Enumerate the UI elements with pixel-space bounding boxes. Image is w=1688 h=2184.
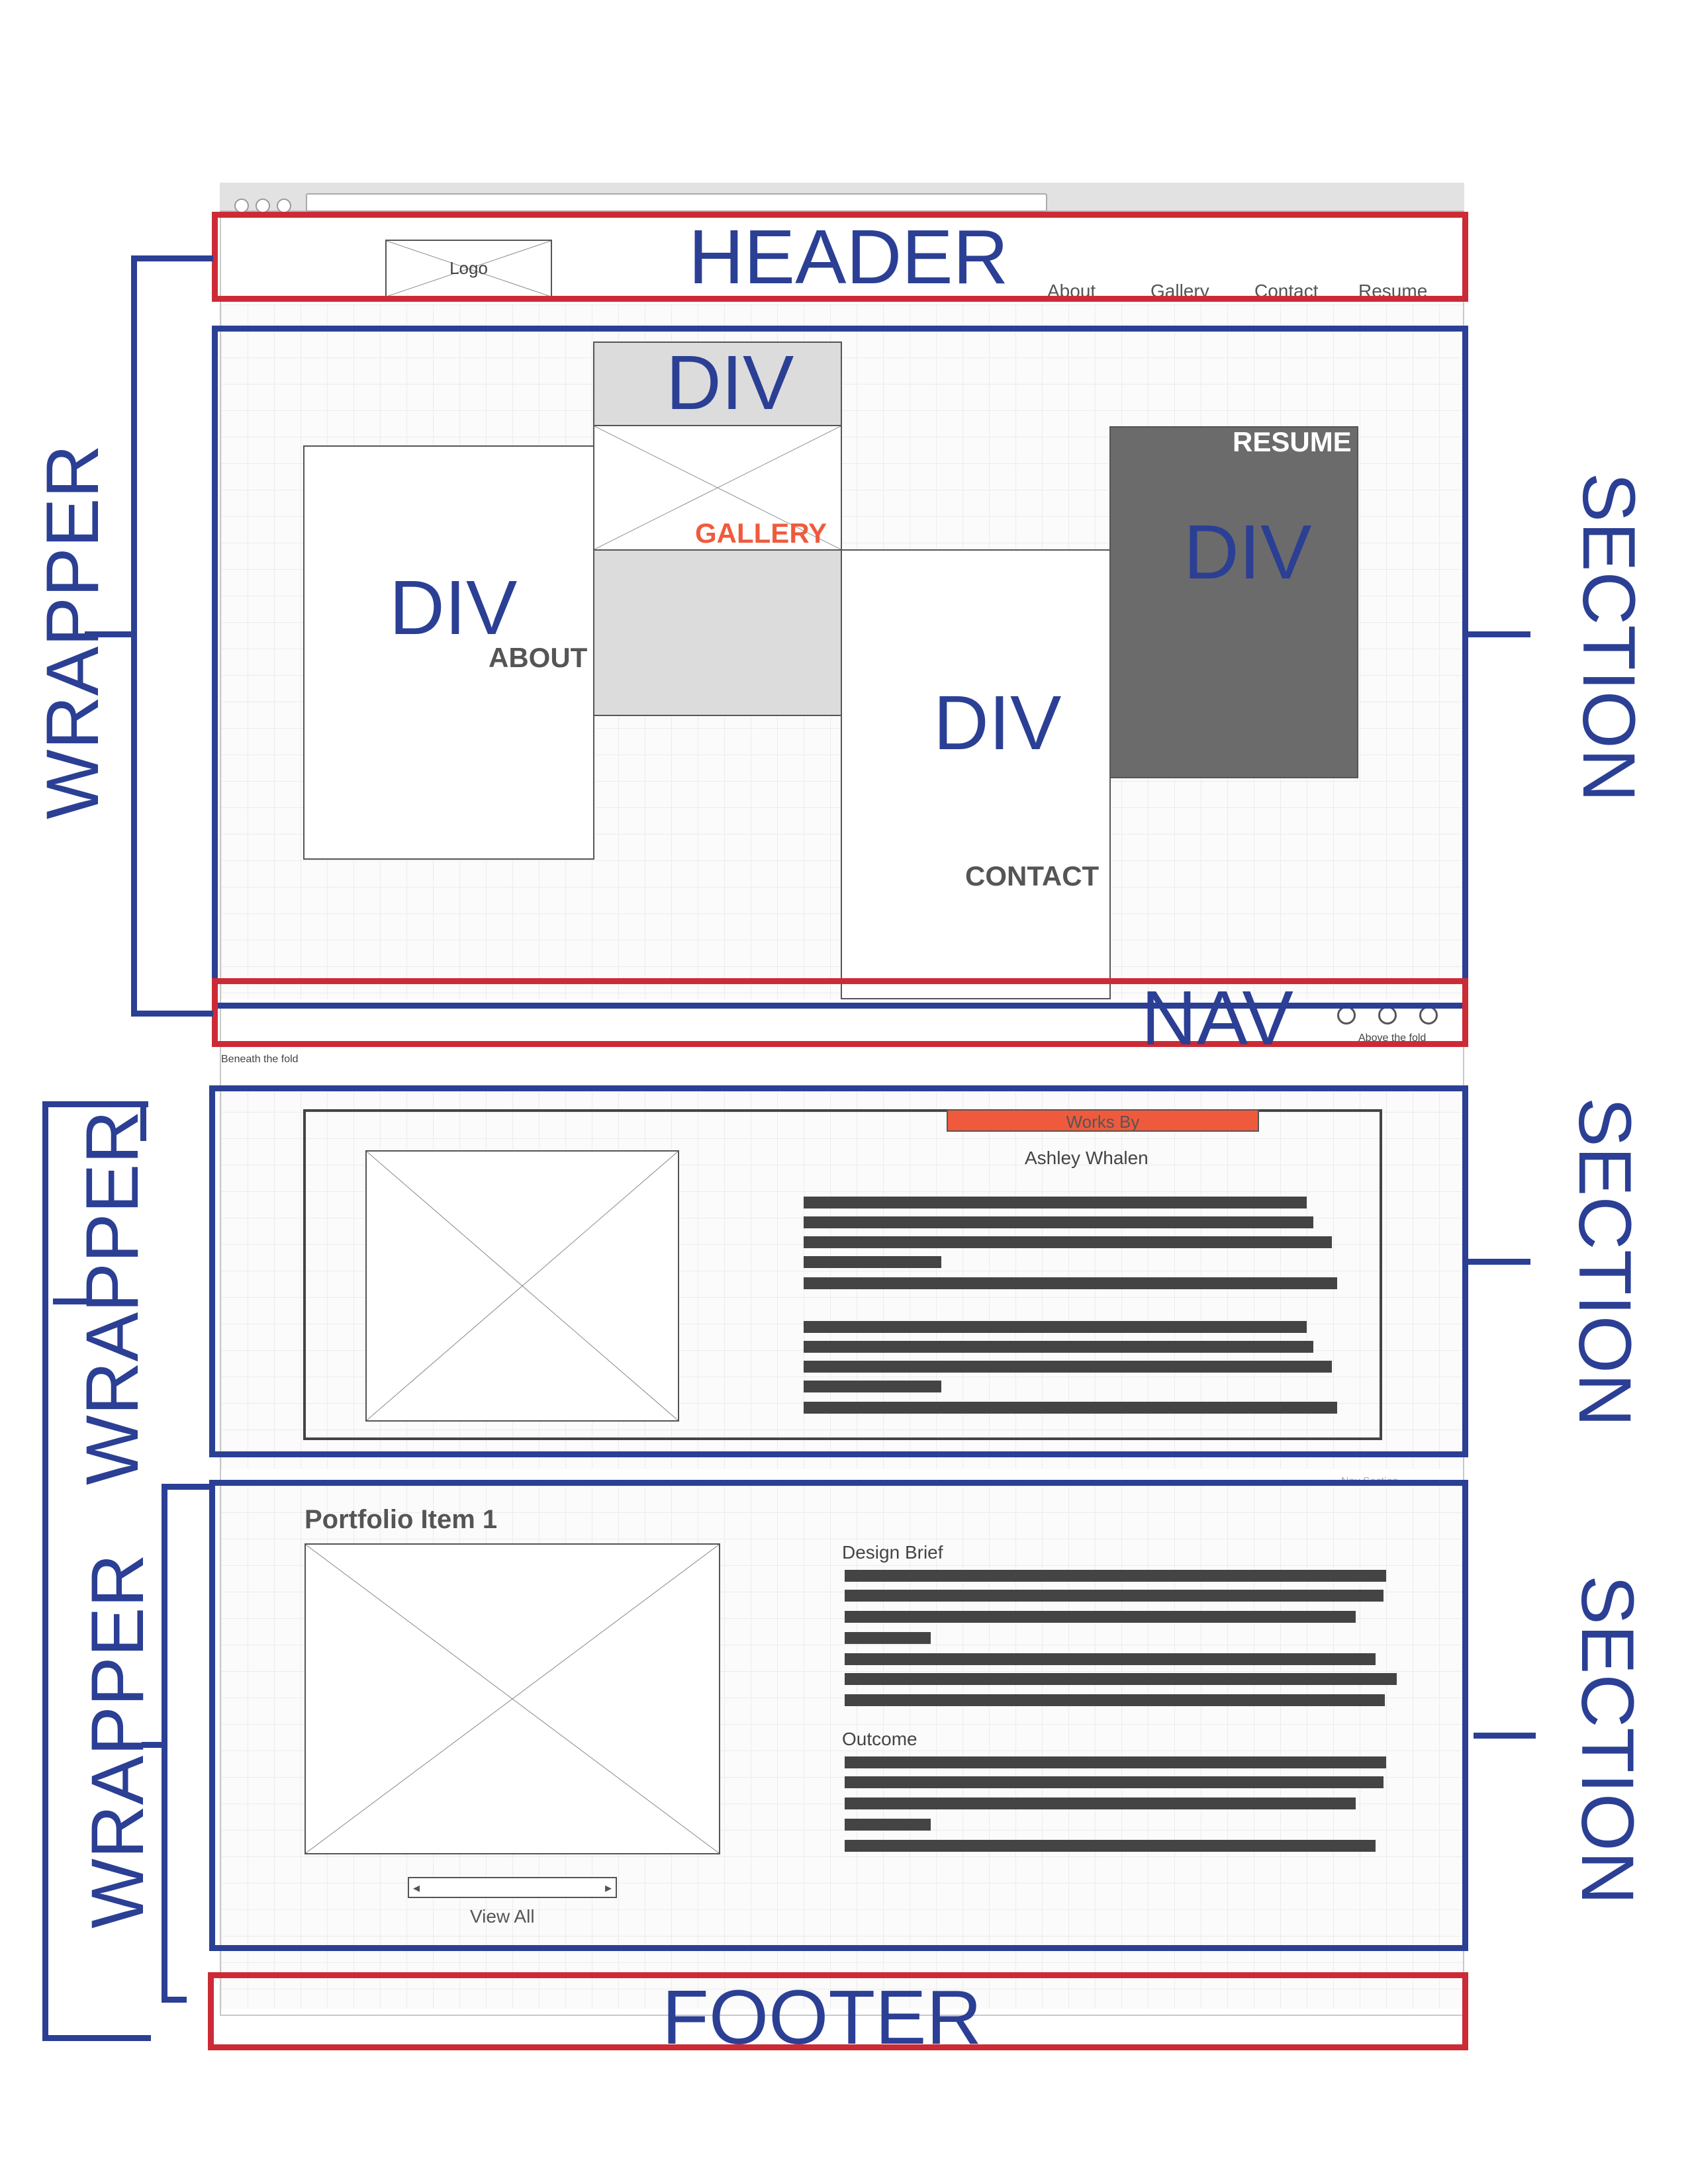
logo-label: Logo — [449, 258, 488, 278]
wrapper-bracket — [42, 1101, 148, 1107]
wrapper-annotation-label: WRAPPER — [71, 1110, 154, 1485]
section-annotation-label: SECTION — [1568, 473, 1650, 802]
div-annotation-label: DIV — [666, 340, 794, 426]
window-control-icon[interactable] — [256, 199, 270, 213]
text-line — [804, 1402, 1337, 1414]
nav-annotation-box — [212, 978, 1468, 1047]
section-annotation-label: SECTION — [1564, 1097, 1646, 1427]
gallery-image-placeholder[interactable] — [593, 425, 842, 551]
window-control-icon[interactable] — [277, 199, 291, 213]
scroll-right-icon[interactable]: ▸ — [604, 1881, 612, 1895]
wrapper-bracket — [131, 1011, 213, 1017]
text-line — [845, 1840, 1376, 1852]
text-line — [845, 1819, 931, 1831]
wrapper-bracket — [131, 255, 137, 1017]
window-control-icon[interactable] — [234, 199, 249, 213]
view-all-link[interactable]: View All — [470, 1906, 535, 1927]
text-line — [845, 1673, 1397, 1685]
section-annotation-label: SECTION — [1566, 1575, 1649, 1905]
gallery-tile-top — [593, 341, 842, 426]
portfolio-image-placeholder — [305, 1543, 720, 1854]
text-line — [804, 1381, 941, 1392]
about-label: ABOUT — [489, 642, 588, 673]
header-annotation-label: HEADER — [688, 214, 1009, 300]
div-annotation-label: DIV — [933, 680, 1062, 766]
text-line — [845, 1570, 1386, 1582]
text-line — [804, 1277, 1337, 1289]
above-fold-label: Above the fold — [1358, 1032, 1427, 1044]
footer-annotation-label: FOOTER — [662, 1974, 982, 2060]
text-line — [845, 1590, 1383, 1602]
div-annotation-label: DIV — [389, 565, 518, 651]
portfolio-section-annotation-box — [209, 1480, 1468, 1951]
browser-titlebar — [220, 183, 1464, 213]
wrapper-bracket — [162, 1997, 187, 2003]
text-line — [804, 1197, 1307, 1208]
portfolio-title: Portfolio Item 1 — [305, 1505, 498, 1534]
wrapper-bracket — [162, 1484, 209, 1490]
section-connector — [1468, 631, 1530, 637]
gallery-label: GALLERY — [695, 518, 827, 549]
nav-annotation-label: NAV — [1141, 975, 1293, 1061]
works-by-label: Works By — [1066, 1112, 1140, 1132]
section-connector — [1474, 1733, 1536, 1739]
text-line — [845, 1694, 1385, 1706]
text-line — [804, 1321, 1307, 1333]
text-line — [845, 1632, 931, 1644]
text-line — [845, 1776, 1383, 1788]
text-line — [804, 1216, 1313, 1228]
wrapper-bracket — [85, 631, 134, 637]
wrapper-bracket — [131, 255, 213, 261]
works-section-annotation-box — [209, 1085, 1468, 1457]
text-line — [845, 1797, 1356, 1809]
wrapper-bracket — [142, 1742, 167, 1748]
contact-label: CONTACT — [965, 860, 1100, 891]
text-line — [845, 1611, 1356, 1623]
contact-tile[interactable] — [841, 549, 1111, 999]
text-line — [804, 1341, 1313, 1353]
header-annotation-box — [212, 212, 1468, 302]
wrapper-annotation-label: WRAPPER — [31, 444, 114, 819]
beneath-fold-label: Beneath the fold — [221, 1054, 299, 1065]
works-image-placeholder — [365, 1150, 679, 1422]
design-brief-heading: Design Brief — [842, 1542, 943, 1563]
works-by-banner: Works By — [947, 1109, 1259, 1132]
text-line — [804, 1361, 1332, 1373]
wrapper-bracket — [53, 1298, 89, 1304]
outcome-heading: Outcome — [842, 1729, 917, 1749]
wrapper-annotation-label: WRAPPER — [76, 1553, 159, 1929]
about-tile[interactable] — [303, 445, 594, 860]
resume-tile[interactable] — [1109, 426, 1358, 778]
view-all-scroller[interactable]: ◂ ▸ — [408, 1877, 617, 1898]
scroll-left-icon[interactable]: ◂ — [413, 1881, 420, 1895]
author-name: Ashley Whalen — [1025, 1148, 1149, 1168]
text-line — [804, 1236, 1332, 1248]
wrapper-bracket — [42, 1101, 48, 2041]
text-line — [845, 1653, 1376, 1665]
hero-section-annotation-box — [212, 326, 1468, 1009]
wrapper-bracket — [140, 1101, 146, 1141]
works-card — [303, 1109, 1382, 1440]
text-line — [804, 1256, 941, 1268]
footer-annotation-box — [208, 1972, 1468, 2050]
text-line — [845, 1756, 1386, 1768]
section-connector — [1468, 1259, 1530, 1265]
address-bar[interactable] — [306, 193, 1047, 212]
resume-label: RESUME — [1233, 426, 1352, 457]
div-annotation-label: DIV — [1184, 509, 1312, 595]
wrapper-bracket — [42, 2035, 151, 2041]
